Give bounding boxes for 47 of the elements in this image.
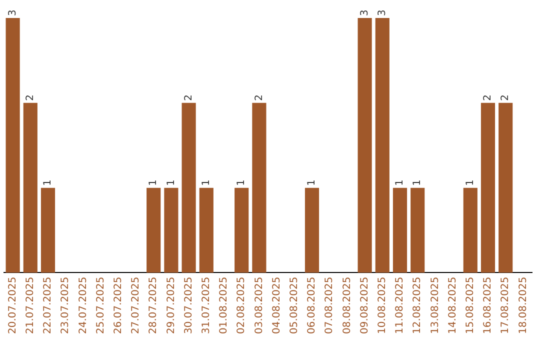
- x-tick-label: 28.07.2025: [148, 276, 160, 334]
- data-label: 3: [7, 10, 18, 16]
- x-tick-label: 26.07.2025: [112, 276, 124, 334]
- x-tick-label: 31.07.2025: [200, 276, 212, 334]
- data-label: 1: [148, 179, 160, 186]
- x-tick-label: 04.08.2025: [271, 276, 282, 334]
- x-tick-label: 21.07.2025: [24, 276, 36, 334]
- x-tick-label: 22.07.2025: [42, 276, 54, 334]
- x-tick-label: 02.08.2025: [236, 276, 248, 334]
- x-tick-label: 11.08.2025: [394, 276, 406, 334]
- data-label: 1: [306, 179, 318, 186]
- x-tick-label: 29.07.2025: [166, 276, 177, 334]
- data-label: 1: [200, 179, 212, 186]
- x-tick-label: 14.08.2025: [447, 276, 458, 334]
- x-tick-label: 05.08.2025: [288, 276, 300, 334]
- x-tick-label: 08.08.2025: [342, 276, 353, 334]
- data-label: 3: [359, 10, 370, 16]
- x-tick-label: 09.08.2025: [359, 276, 370, 334]
- x-tick-label: 13.08.2025: [430, 276, 441, 334]
- x-tick-label: 27.07.2025: [130, 276, 142, 334]
- x-tick-label: 20.07.2025: [7, 276, 18, 334]
- x-tick-label: 03.08.2025: [254, 276, 265, 334]
- data-label: 3: [376, 10, 388, 16]
- x-tick-label: 17.08.2025: [500, 276, 512, 334]
- data-label: 1: [166, 179, 177, 186]
- data-label: 1: [464, 179, 476, 186]
- data-label: 2: [183, 94, 194, 101]
- x-tick-label: 24.07.2025: [78, 276, 89, 334]
- data-label: 2: [254, 94, 265, 101]
- x-tick-label: 30.07.2025: [183, 276, 194, 334]
- x-tick-label: 16.08.2025: [482, 276, 494, 334]
- x-tick-label: 06.08.2025: [306, 276, 318, 334]
- data-label: 1: [236, 179, 248, 186]
- x-tick-label: 23.07.2025: [60, 276, 72, 334]
- x-tick-label: 15.08.2025: [464, 276, 476, 334]
- data-label: 1: [412, 179, 424, 186]
- x-tick-label: 18.08.2025: [518, 276, 529, 334]
- x-tick-label: 10.08.2025: [376, 276, 388, 334]
- x-tick-label: 01.08.2025: [218, 276, 230, 334]
- x-tick-label: 25.07.2025: [95, 276, 106, 334]
- data-label: 1: [42, 179, 54, 186]
- x-tick-label: 12.08.2025: [412, 276, 424, 334]
- data-label: 1: [394, 179, 406, 186]
- data-label: 2: [500, 94, 512, 101]
- x-tick-label: 07.08.2025: [324, 276, 336, 334]
- data-label: 2: [24, 94, 36, 101]
- data-label: 2: [482, 94, 494, 101]
